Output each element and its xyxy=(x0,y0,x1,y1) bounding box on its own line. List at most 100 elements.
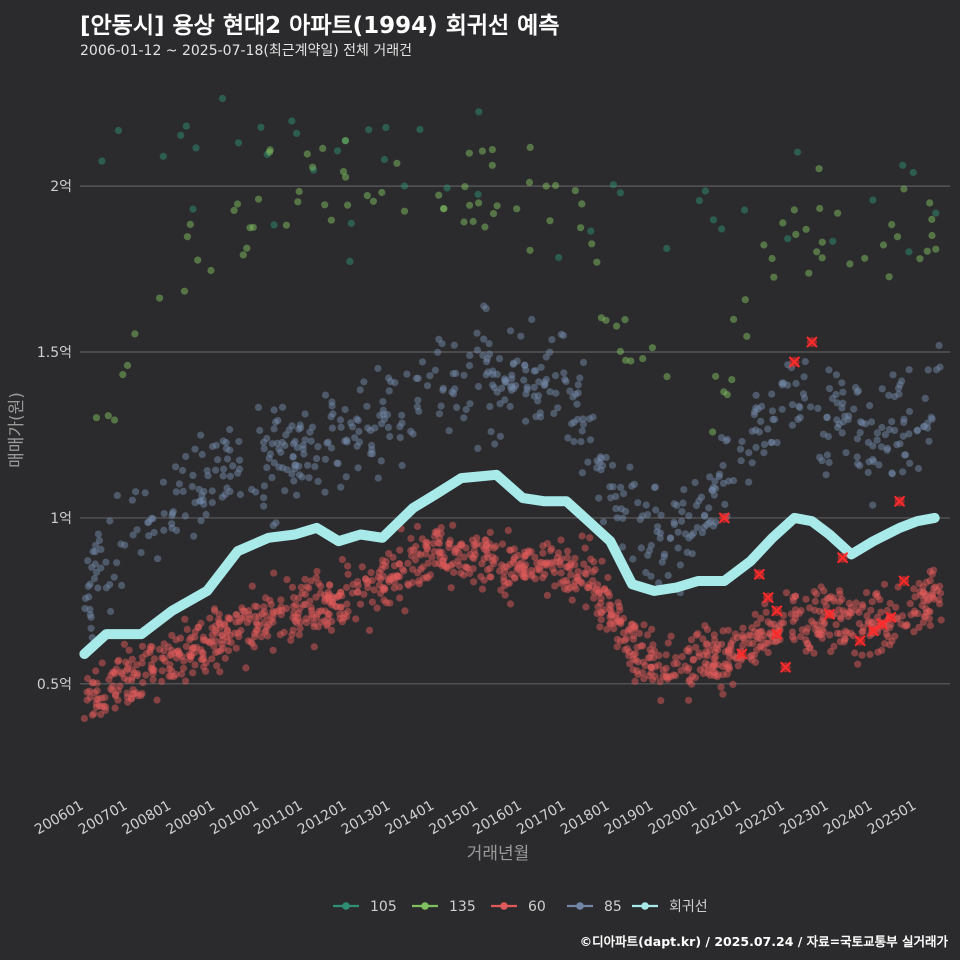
point-85 xyxy=(878,385,886,393)
point-105 xyxy=(718,225,726,233)
point-60 xyxy=(352,615,360,623)
x-tick-label: 201801 xyxy=(558,798,612,839)
credit-line: ©디아파트(dapt.kr) / 2025.07.24 / 자료=국토교통부 실… xyxy=(579,934,948,949)
point-85 xyxy=(838,379,846,387)
point-60 xyxy=(692,643,700,651)
point-85 xyxy=(208,487,216,495)
point-60 xyxy=(257,633,265,641)
point-60 xyxy=(751,658,760,666)
outlier-marker xyxy=(893,495,906,508)
point-60 xyxy=(811,606,819,614)
point-60 xyxy=(473,534,481,542)
outlier-marker xyxy=(823,608,836,620)
legend: 105 135 60 85 회귀선 xyxy=(333,899,708,915)
point-85 xyxy=(856,462,864,470)
x-tick-label: 200601 xyxy=(32,798,86,839)
point-60 xyxy=(719,627,727,635)
point-105 xyxy=(905,248,913,256)
point-60 xyxy=(920,613,928,621)
point-60 xyxy=(175,651,183,659)
point-60 xyxy=(802,595,810,603)
point-60 xyxy=(419,563,427,571)
point-85 xyxy=(431,366,439,374)
point-85 xyxy=(573,400,581,408)
point-85 xyxy=(891,393,899,401)
point-60 xyxy=(344,562,352,570)
point-60 xyxy=(667,632,675,640)
outlier-marker xyxy=(718,512,730,524)
point-85 xyxy=(602,453,610,462)
point-85 xyxy=(489,370,497,378)
point-60 xyxy=(511,574,519,582)
point-105 xyxy=(192,144,200,152)
point-60 xyxy=(651,663,659,671)
point-60 xyxy=(404,580,412,588)
point-60 xyxy=(258,610,266,618)
point-60 xyxy=(454,557,462,565)
point-85 xyxy=(873,429,882,437)
point-85 xyxy=(398,461,406,470)
x-tick-label: 201701 xyxy=(514,798,568,839)
point-85 xyxy=(697,493,706,501)
point-105 xyxy=(257,123,265,131)
point-135 xyxy=(720,388,728,396)
point-60 xyxy=(640,621,648,629)
point-60 xyxy=(332,593,341,602)
outlier-marker xyxy=(885,611,897,624)
point-60 xyxy=(929,593,937,601)
point-60 xyxy=(557,536,565,544)
point-85 xyxy=(540,381,548,389)
point-60 xyxy=(208,655,216,663)
point-85 xyxy=(579,415,587,423)
point-60 xyxy=(343,600,351,608)
point-85 xyxy=(905,366,913,374)
point-85 xyxy=(409,430,417,438)
point-85 xyxy=(204,472,212,480)
point-60 xyxy=(612,611,620,619)
point-85 xyxy=(423,382,432,390)
point-60 xyxy=(625,625,633,633)
point-85 xyxy=(106,517,114,525)
point-60 xyxy=(109,682,117,690)
point-60 xyxy=(206,614,214,622)
point-60 xyxy=(368,598,376,606)
point-85 xyxy=(226,487,234,496)
point-135 xyxy=(92,414,101,422)
point-60 xyxy=(519,572,527,581)
point-135 xyxy=(593,258,601,266)
point-60 xyxy=(344,570,352,578)
point-85 xyxy=(578,427,586,435)
point-60 xyxy=(935,596,943,604)
point-60 xyxy=(615,602,624,611)
point-60 xyxy=(725,663,733,671)
point-85 xyxy=(189,471,197,479)
point-85 xyxy=(260,502,268,510)
point-85 xyxy=(270,425,278,433)
point-60 xyxy=(610,625,618,633)
point-85 xyxy=(92,541,100,549)
point-60 xyxy=(243,618,251,627)
point-85 xyxy=(91,548,99,556)
point-85 xyxy=(706,473,714,481)
point-60 xyxy=(308,614,316,622)
point-60 xyxy=(936,589,945,597)
point-60 xyxy=(886,599,894,608)
point-60 xyxy=(290,609,298,617)
point-85 xyxy=(181,512,189,520)
point-135 xyxy=(478,147,486,155)
point-60 xyxy=(702,648,710,656)
point-60 xyxy=(539,542,547,550)
point-85 xyxy=(619,514,627,522)
point-60 xyxy=(557,569,565,577)
point-60 xyxy=(621,636,629,645)
point-60 xyxy=(564,547,572,555)
point-135 xyxy=(627,357,635,365)
point-85 xyxy=(856,429,864,437)
point-85 xyxy=(324,438,332,446)
point-60 xyxy=(685,644,693,653)
point-85 xyxy=(853,453,861,461)
point-60 xyxy=(867,606,875,614)
point-105 xyxy=(794,148,802,156)
point-60 xyxy=(498,540,507,548)
point-60 xyxy=(354,588,362,596)
